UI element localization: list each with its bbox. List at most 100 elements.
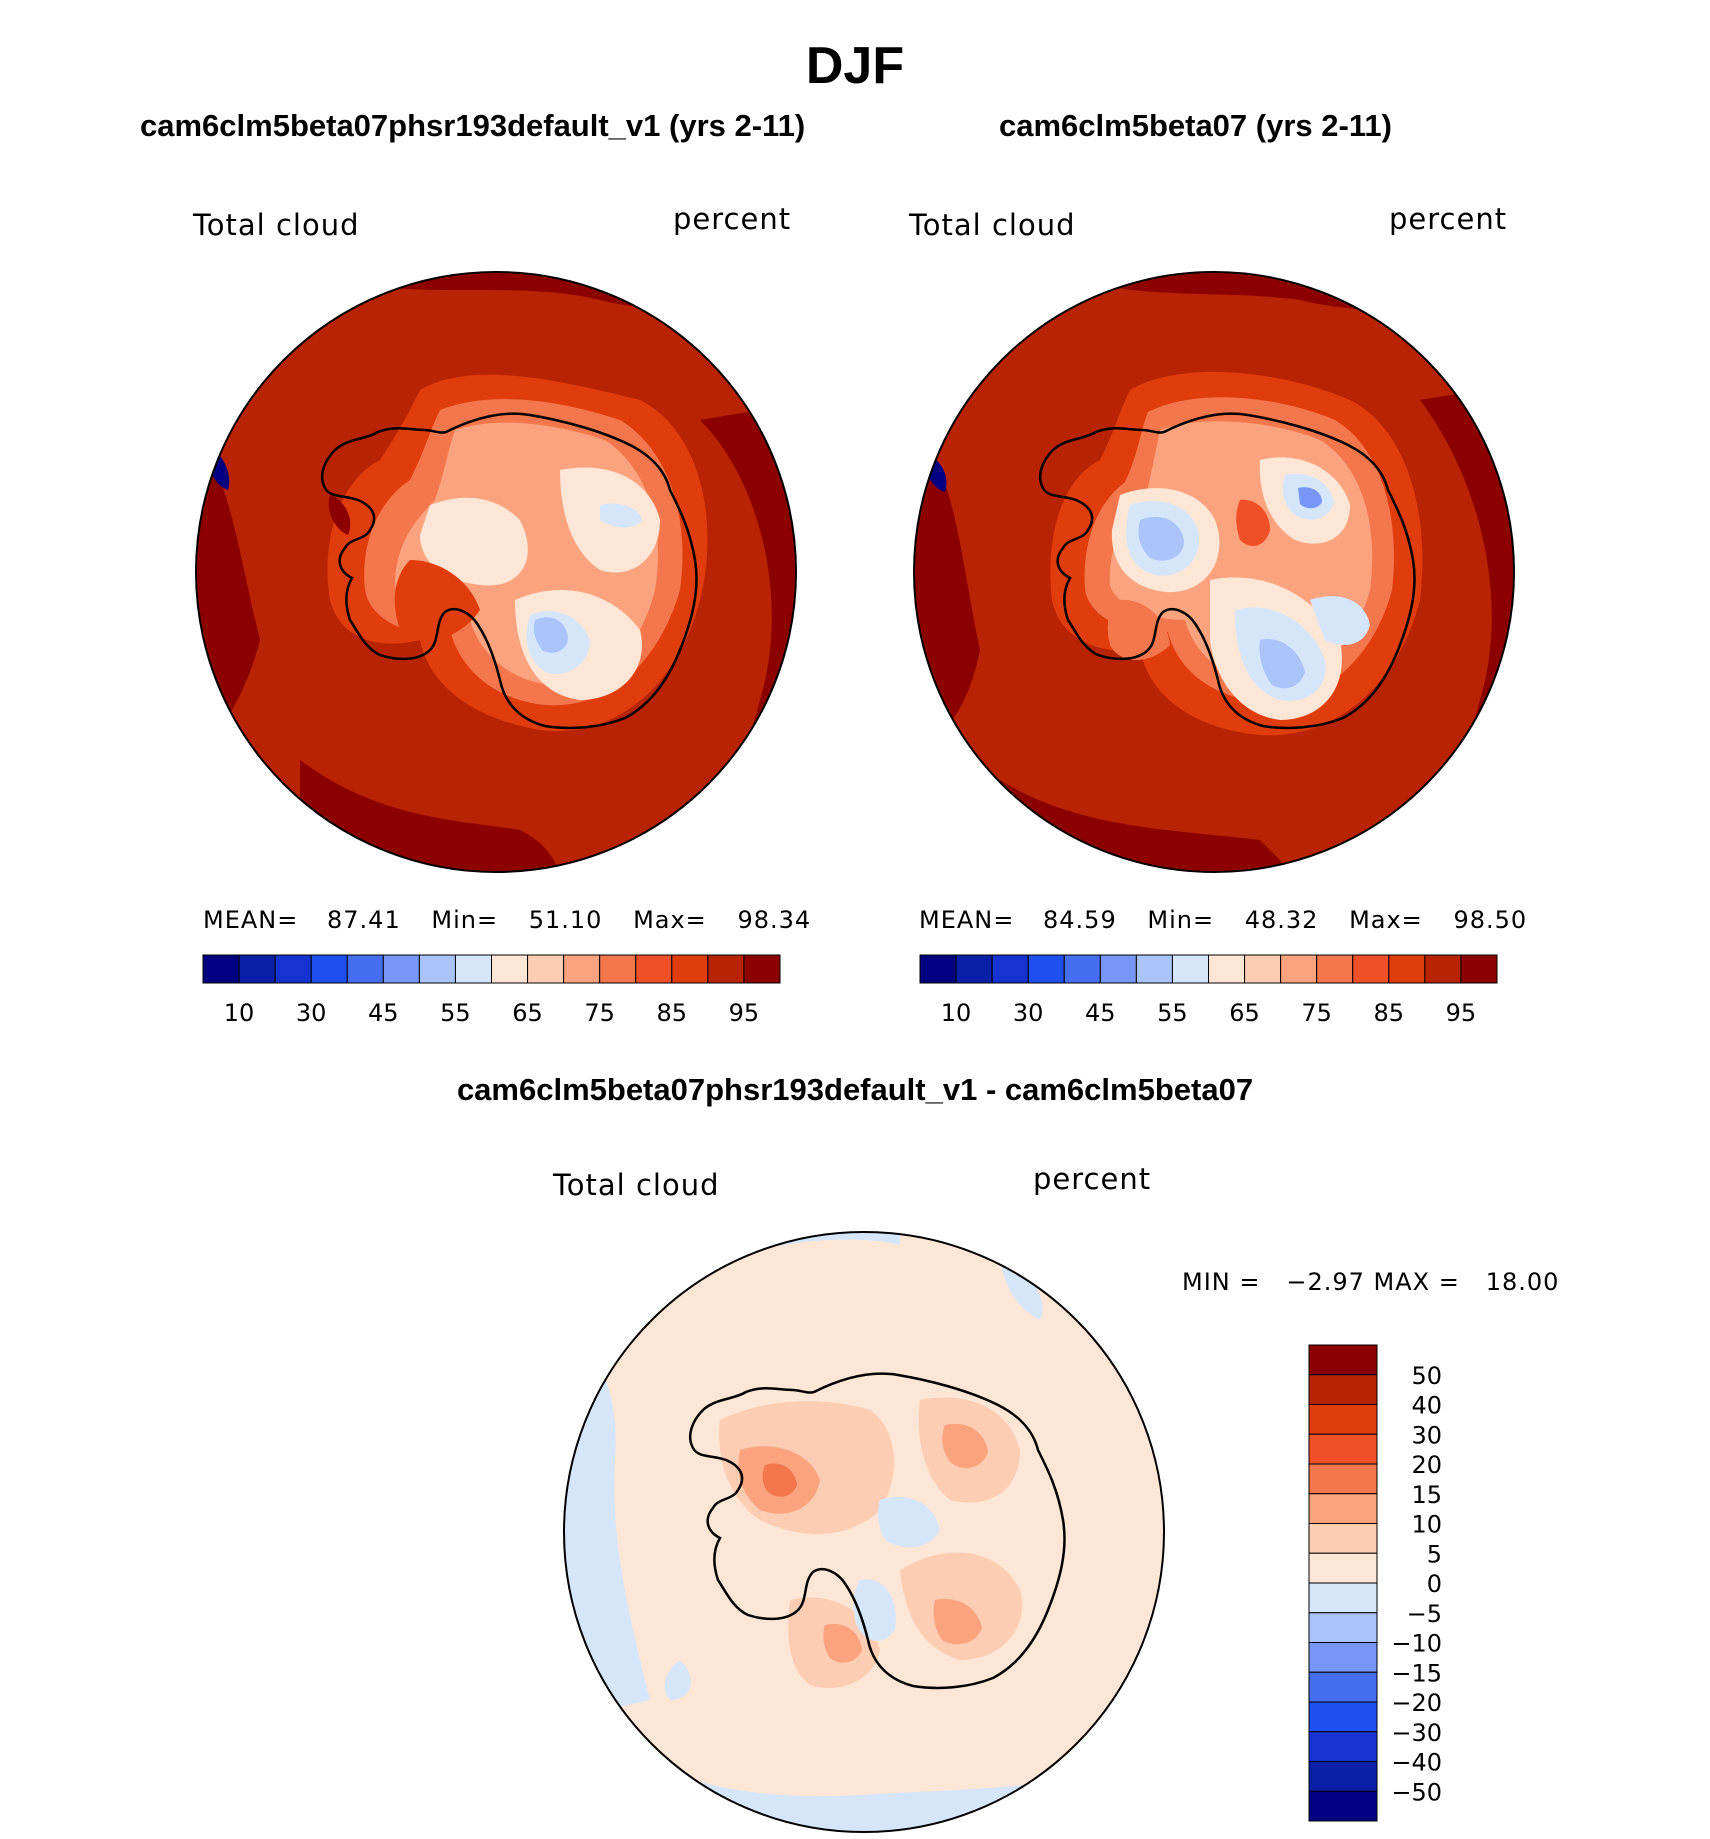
left-colorbar: 10 30 45 55 65 75 85 95 bbox=[202, 954, 781, 1027]
right-colorbar-tick-label: 85 bbox=[1374, 999, 1405, 1027]
diff-colorbar-tick-label: 5 bbox=[1427, 1540, 1442, 1568]
diff-units-label: percent bbox=[1033, 1162, 1152, 1196]
figure-title: DJF bbox=[805, 37, 905, 95]
right-variable-label: Total cloud bbox=[909, 208, 1076, 242]
left-colorbar-tick-label: 10 bbox=[224, 999, 255, 1027]
right-colorbar-tick-label: 45 bbox=[1085, 999, 1116, 1027]
diff-map-outline bbox=[563, 1231, 1165, 1833]
left-colorbar-swatch bbox=[238, 954, 276, 984]
left-colorbar-swatch bbox=[491, 954, 529, 984]
right-mean-value: 84.59 bbox=[1043, 906, 1117, 934]
right-colorbar-tick-label: 30 bbox=[1013, 999, 1044, 1027]
right-colorbar-swatch bbox=[1424, 954, 1462, 984]
left-map bbox=[196, 272, 796, 872]
left-colorbar-tick-label: 55 bbox=[440, 999, 471, 1027]
diff-colorbar-swatch bbox=[1308, 1671, 1378, 1703]
left-max-label: Max= bbox=[633, 906, 707, 934]
left-colorbar-swatch bbox=[274, 954, 312, 984]
diff-coastline bbox=[688, 1372, 1066, 1690]
left-coastline bbox=[320, 412, 698, 730]
right-colorbar-swatch bbox=[1352, 954, 1390, 984]
left-colorbar-swatch bbox=[635, 954, 673, 984]
left-max-value: 98.34 bbox=[737, 906, 812, 934]
diff-colorbar-tick-label: −40 bbox=[1391, 1749, 1442, 1777]
left-variable-label: Total cloud bbox=[193, 208, 360, 242]
diff-colorbar-tick-label: −10 bbox=[1391, 1630, 1442, 1658]
diff-colorbar-swatch bbox=[1308, 1463, 1378, 1495]
left-colorbar-swatch bbox=[382, 954, 420, 984]
right-colorbar-swatch bbox=[955, 954, 993, 984]
right-colorbar-tick-label: 95 bbox=[1446, 999, 1477, 1027]
right-max-value: 98.50 bbox=[1453, 906, 1528, 934]
right-colorbar-swatch bbox=[1135, 954, 1173, 984]
diff-colorbar-swatch bbox=[1308, 1404, 1378, 1435]
left-units-label: percent bbox=[673, 202, 792, 236]
left-colorbar-swatch bbox=[707, 954, 745, 984]
left-mean-label: MEAN= bbox=[203, 906, 299, 934]
left-colorbar-tick-label: 65 bbox=[512, 999, 543, 1027]
diff-variable-label: Total cloud bbox=[553, 1168, 720, 1202]
diff-colorbar-swatch bbox=[1308, 1523, 1378, 1554]
diff-colorbar-tick-label: 40 bbox=[1411, 1392, 1442, 1420]
diff-colorbar-tick-label: −5 bbox=[1407, 1600, 1442, 1628]
right-map bbox=[914, 272, 1514, 872]
right-colorbar-swatch bbox=[1280, 954, 1318, 984]
left-min-value: 51.10 bbox=[528, 906, 603, 934]
diff-panel-title: cam6clm5beta07phsr193default_v1 - cam6cl… bbox=[456, 1072, 1254, 1107]
left-colorbar-swatch bbox=[418, 954, 456, 984]
diff-colorbar-swatch bbox=[1308, 1731, 1378, 1762]
diff-colorbar-tick-label: 30 bbox=[1411, 1421, 1442, 1449]
right-coastline bbox=[1038, 412, 1416, 730]
left-colorbar-swatch bbox=[454, 954, 492, 984]
right-colorbar-swatch bbox=[1244, 954, 1282, 984]
diff-colorbar-swatch bbox=[1308, 1374, 1378, 1405]
diff-colorbar-swatch bbox=[1308, 1701, 1378, 1733]
left-colorbar-swatch bbox=[346, 954, 384, 984]
diff-colorbar-tick-label: 0 bbox=[1427, 1570, 1442, 1598]
diff-colorbar-tick-label: 15 bbox=[1411, 1481, 1442, 1509]
right-colorbar-swatch bbox=[1388, 954, 1426, 984]
left-colorbar-swatch bbox=[563, 954, 601, 984]
diff-colorbar-swatch bbox=[1308, 1552, 1378, 1584]
diff-colorbar-swatch bbox=[1308, 1344, 1378, 1376]
left-colorbar-swatch bbox=[202, 954, 240, 984]
diff-minmax-label: MIN = −2.97 MAX = 18.00 bbox=[1182, 1268, 1560, 1296]
right-map-outline bbox=[913, 271, 1515, 873]
right-max-label: Max= bbox=[1349, 906, 1423, 934]
diff-colorbar-swatch bbox=[1308, 1433, 1378, 1465]
left-colorbar-swatch bbox=[599, 954, 637, 984]
right-mean-label: MEAN= bbox=[919, 906, 1015, 934]
right-colorbar: 10 30 45 55 65 75 85 95 bbox=[919, 954, 1498, 1027]
left-colorbar-swatch bbox=[671, 954, 709, 984]
diff-colorbar-swatch bbox=[1308, 1642, 1378, 1673]
right-colorbar-tick-label: 55 bbox=[1157, 999, 1188, 1027]
right-colorbar-swatch bbox=[1099, 954, 1137, 984]
right-panel-title: cam6clm5beta07 (yrs 2-11) bbox=[999, 108, 1392, 143]
right-colorbar-tick-label: 10 bbox=[941, 999, 972, 1027]
left-colorbar-tick-label: 95 bbox=[729, 999, 760, 1027]
left-min-label: Min= bbox=[431, 906, 499, 934]
diff-colorbar-tick-label: −30 bbox=[1391, 1719, 1442, 1747]
right-colorbar-swatch bbox=[1063, 954, 1101, 984]
right-colorbar-tick-label: 65 bbox=[1229, 999, 1260, 1027]
right-min-value: 48.32 bbox=[1244, 906, 1319, 934]
diff-colorbar-tick-label: 50 bbox=[1411, 1362, 1442, 1390]
left-map-outline bbox=[195, 271, 797, 873]
diff-colorbar-swatch bbox=[1308, 1612, 1378, 1643]
left-colorbar-tick-label: 85 bbox=[657, 999, 688, 1027]
left-colorbar-swatch bbox=[743, 954, 781, 984]
diff-colorbar-swatch bbox=[1308, 1790, 1378, 1822]
diff-colorbar-swatch bbox=[1308, 1582, 1378, 1614]
left-colorbar-tick-label: 45 bbox=[368, 999, 399, 1027]
right-colorbar-swatch bbox=[1316, 954, 1354, 984]
left-mean-value: 87.41 bbox=[327, 906, 401, 934]
left-panel-title: cam6clm5beta07phsr193default_v1 (yrs 2-1… bbox=[140, 108, 806, 143]
right-units-label: percent bbox=[1389, 202, 1508, 236]
right-colorbar-swatch bbox=[919, 954, 957, 984]
right-colorbar-swatch bbox=[1460, 954, 1498, 984]
left-colorbar-tick-label: 75 bbox=[584, 999, 615, 1027]
diff-colorbar-tick-label: 10 bbox=[1411, 1511, 1442, 1539]
